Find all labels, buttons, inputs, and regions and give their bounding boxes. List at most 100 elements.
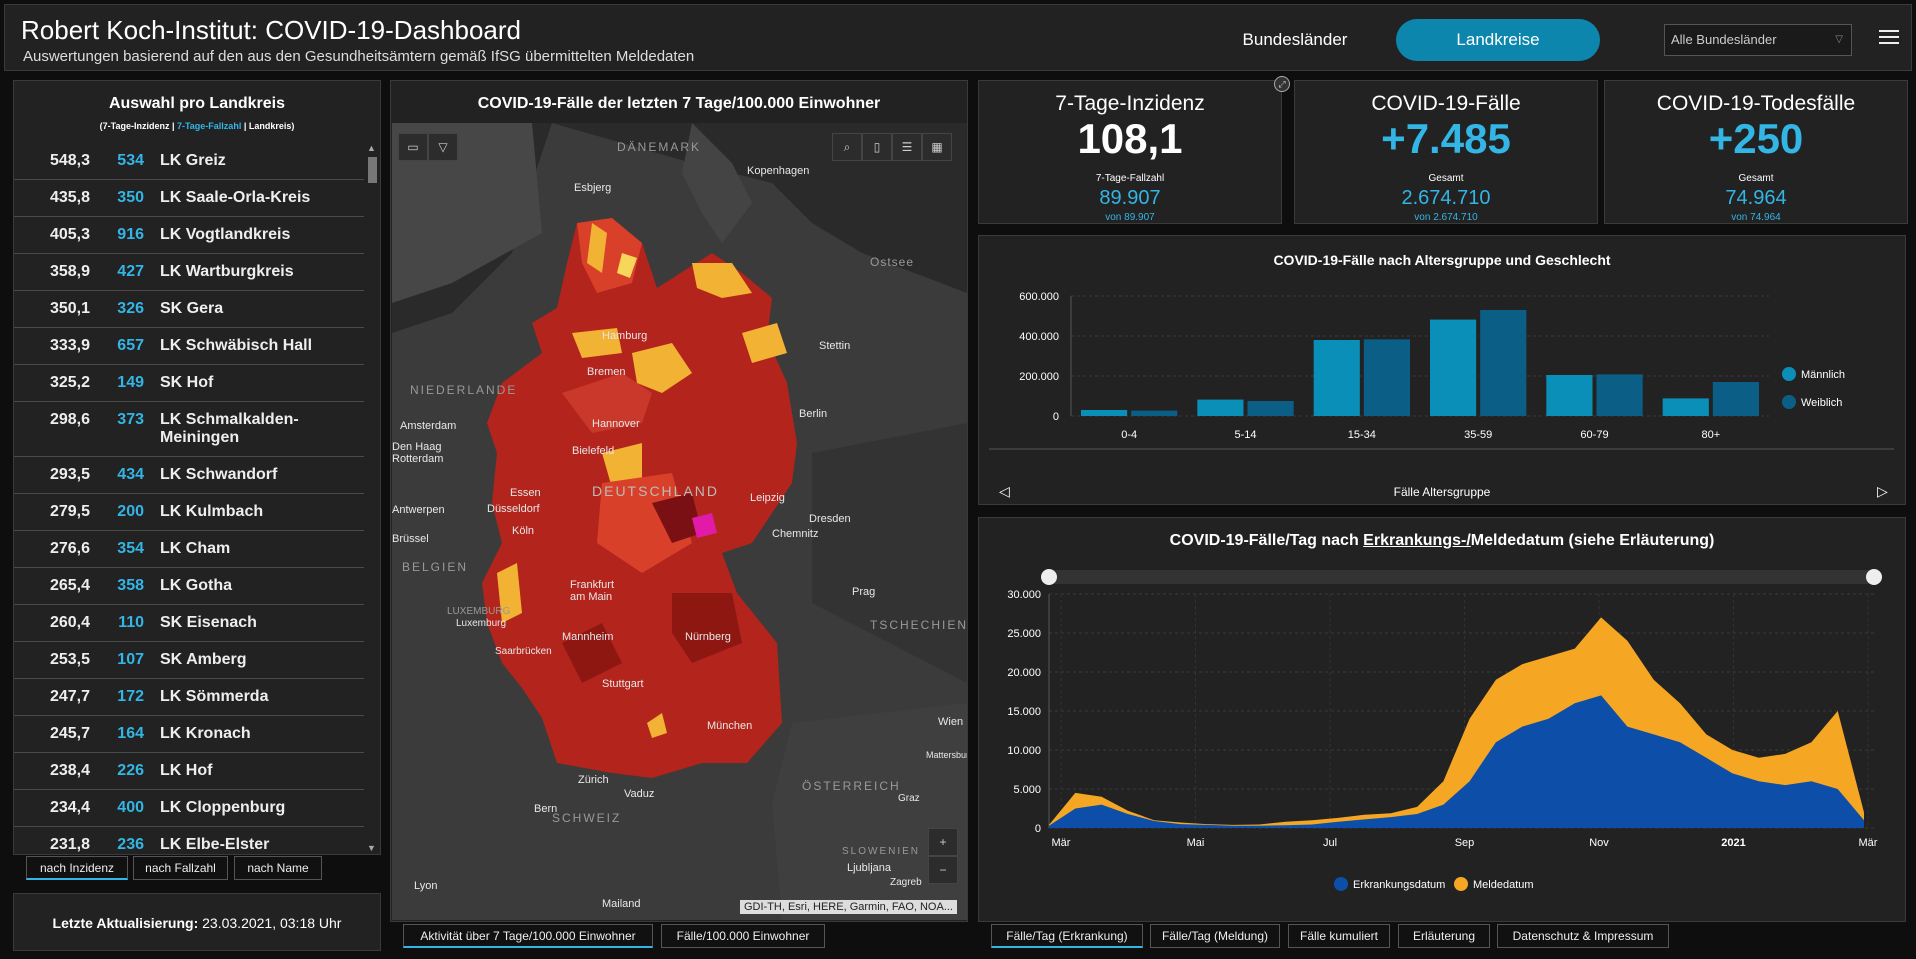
bundesland-select[interactable]: Alle Bundesländer ▽: [1664, 24, 1852, 56]
city-label: Stettin: [819, 340, 851, 352]
time-title-link[interactable]: Erkrankungs-/: [1363, 532, 1471, 549]
table-row[interactable]: 333,9 657 LK Schwäbisch Hall: [14, 328, 364, 365]
scrollbar-thumb[interactable]: [368, 157, 377, 183]
list-subtitle-a: (7-Tage-Inzidenz |: [99, 121, 177, 131]
map-title: COVID-19-Fälle der letzten 7 Tage/100.00…: [477, 95, 881, 112]
tab-faelle-meldung[interactable]: Fälle/Tag (Meldung): [1150, 924, 1280, 948]
age-chart: 0 200.000 400.000 600.000 0-4 5-14 15-34 35-59 6…: [989, 291, 1894, 499]
tab-faelle-kumuliert[interactable]: Fälle kumuliert: [1288, 924, 1390, 948]
table-row[interactable]: 358,9 427 LK Wartburgkreis: [14, 254, 364, 291]
kpi-title: 7-Tage-Inzidenz: [1055, 92, 1205, 115]
tab-datenschutz[interactable]: Datenschutz & Impressum: [1497, 924, 1669, 948]
x-tick-label: 5-14: [1234, 429, 1256, 441]
landkreise-button[interactable]: Landkreise: [1396, 19, 1600, 61]
kpi-sub2: von 2.674.710: [1414, 212, 1478, 223]
table-row[interactable]: 276,6 354 LK Cham: [14, 531, 364, 568]
row-case-count: 354: [117, 540, 144, 557]
scroll-down-icon[interactable]: ▼: [367, 843, 376, 853]
table-row[interactable]: 298,6 373 LK Schmalkalden-Meiningen: [14, 402, 364, 457]
table-row[interactable]: 265,4 358 LK Gotha: [14, 568, 364, 605]
row-case-count: 110: [118, 614, 144, 631]
row-incidence: 548,3: [49, 152, 90, 169]
row-case-count: 427: [117, 263, 144, 280]
zoom-in-icon[interactable]: +: [928, 828, 958, 856]
landkreis-list-panel: Auswahl pro Landkreis (7-Tage-Inzidenz |…: [13, 80, 381, 855]
table-row[interactable]: 245,7 164 LK Kronach: [14, 716, 364, 753]
city-label: Mailand: [602, 898, 641, 910]
map-select-icon[interactable]: ▭: [398, 133, 428, 161]
table-row[interactable]: 435,8 350 LK Saale-Orla-Kreis: [14, 180, 364, 217]
map-filter-dropdown-icon[interactable]: ▽: [428, 133, 458, 161]
search-icon[interactable]: ⌕: [832, 133, 862, 161]
kpi-sub2: von 74.964: [1731, 212, 1781, 223]
tab-erlaeuterung[interactable]: Erläuterung: [1398, 924, 1490, 948]
table-row[interactable]: 234,4 400 LK Cloppenburg: [14, 790, 364, 827]
row-case-count: 400: [117, 799, 144, 816]
tab-nach-fallzahl[interactable]: nach Fallzahl: [133, 856, 228, 880]
table-row[interactable]: 350,1 326 SK Gera: [14, 291, 364, 328]
table-row[interactable]: 293,5 434 LK Schwandorf: [14, 457, 364, 494]
table-row[interactable]: 260,4 110 SK Eisenach: [14, 605, 364, 642]
city-label: Stuttgart: [602, 678, 644, 690]
kpi-sub2: von 89.907: [1105, 212, 1155, 223]
kpi-title: COVID-19-Fälle: [1371, 92, 1521, 115]
table-row[interactable]: 238,4 226 LK Hof: [14, 753, 364, 790]
city-label: Essen: [510, 487, 541, 499]
row-district-name: LK Wartburgkreis: [160, 263, 294, 280]
row-district-name: SK Hof: [160, 374, 214, 391]
row-district-name: LK Cham: [160, 540, 231, 557]
table-row[interactable]: 405,3 916 LK Vogtlandkreis: [14, 217, 364, 254]
hamburger-menu-icon[interactable]: [1879, 27, 1899, 47]
table-row[interactable]: 548,3 534 LK Greiz: [14, 143, 364, 180]
tab-aktivitaet[interactable]: Aktivität über 7 Tage/100.000 Einwohner: [403, 924, 653, 948]
y-tick-label: 600.000: [1019, 291, 1059, 303]
last-update-label: Letzte Aktualisierung:: [52, 915, 199, 931]
country-label: NIEDERLANDE: [410, 383, 518, 397]
tab-faelle-pro-100000[interactable]: Fälle/100.000 Einwohner: [661, 924, 825, 948]
list-subtitle-c: | Landkreis): [241, 121, 295, 131]
row-case-count: 434: [117, 466, 144, 483]
table-row[interactable]: 247,7 172 LK Sömmerda: [14, 679, 364, 716]
tab-nach-name[interactable]: nach Name: [234, 856, 322, 880]
bar-weiblich: [1480, 310, 1527, 416]
bookmark-icon[interactable]: ▯: [862, 133, 892, 161]
tab-faelle-erkrankung[interactable]: Fälle/Tag (Erkrankung): [991, 924, 1143, 948]
country-label: DÄNEMARK: [617, 140, 702, 154]
basemap-gallery-icon[interactable]: ▦: [922, 133, 952, 161]
scroll-up-icon[interactable]: ▲: [367, 143, 376, 153]
x-tick-label: 80+: [1701, 429, 1720, 441]
x-axis-title: Fälle Altersgruppe: [1394, 485, 1491, 499]
table-row[interactable]: 231,8 236 LK Elbe-Elster: [14, 827, 364, 853]
legend-list-icon[interactable]: ☰: [892, 133, 922, 161]
dashboard-subtitle: Auswertungen basierend auf den aus den G…: [23, 48, 695, 65]
bar-männlich: [1546, 375, 1593, 416]
germany-map[interactable]: ▭ ▽ ⌕ ▯ ☰ ▦ + − DÄNEMARK NIEDERLANDE BEL…: [392, 123, 967, 920]
kpi-value: +250: [1708, 115, 1804, 162]
row-case-count: 657: [117, 337, 144, 354]
city-label: Chemnitz: [772, 528, 819, 540]
list-title: Auswahl pro Landkreis: [108, 95, 286, 112]
legend-label: Erkrankungsdatum: [1353, 879, 1445, 891]
table-row[interactable]: 253,5 107 SK Amberg: [14, 642, 364, 679]
map-attribution: GDI-TH, Esri, HERE, Garmin, FAO, NOA...: [739, 900, 957, 914]
row-incidence: 350,1: [49, 300, 90, 317]
city-label: Nürnberg: [685, 631, 731, 643]
legend-label: Meldedatum: [1473, 879, 1534, 891]
zoom-out-icon[interactable]: −: [928, 856, 958, 884]
country-label: BELGIEN: [402, 560, 469, 574]
row-incidence: 293,5: [49, 466, 90, 483]
row-incidence: 247,7: [49, 688, 90, 705]
x-tick-label: 35-59: [1464, 429, 1492, 441]
expand-icon[interactable]: ⤢: [1274, 76, 1290, 92]
table-row[interactable]: 325,2 149 SK Hof: [14, 365, 364, 402]
map-shapes: [392, 123, 967, 920]
row-incidence: 260,4: [49, 614, 90, 631]
table-row[interactable]: 279,5 200 LK Kulmbach: [14, 494, 364, 531]
bundeslaender-button[interactable]: Bundesländer: [1242, 30, 1348, 49]
map-panel: COVID-19-Fälle der letzten 7 Tage/100.00…: [390, 80, 968, 922]
landkreis-list[interactable]: 548,3 534 LK Greiz 435,8 350 LK Saale-Orla-Kr…: [14, 143, 364, 853]
last-update-value: 23.03.2021, 03:18 Uhr: [202, 915, 342, 931]
range-slider-handle: [1866, 569, 1882, 585]
list-scrollbar[interactable]: ▲ ▼: [365, 143, 379, 853]
tab-nach-inzidenz[interactable]: nach Inzidenz: [26, 856, 128, 880]
